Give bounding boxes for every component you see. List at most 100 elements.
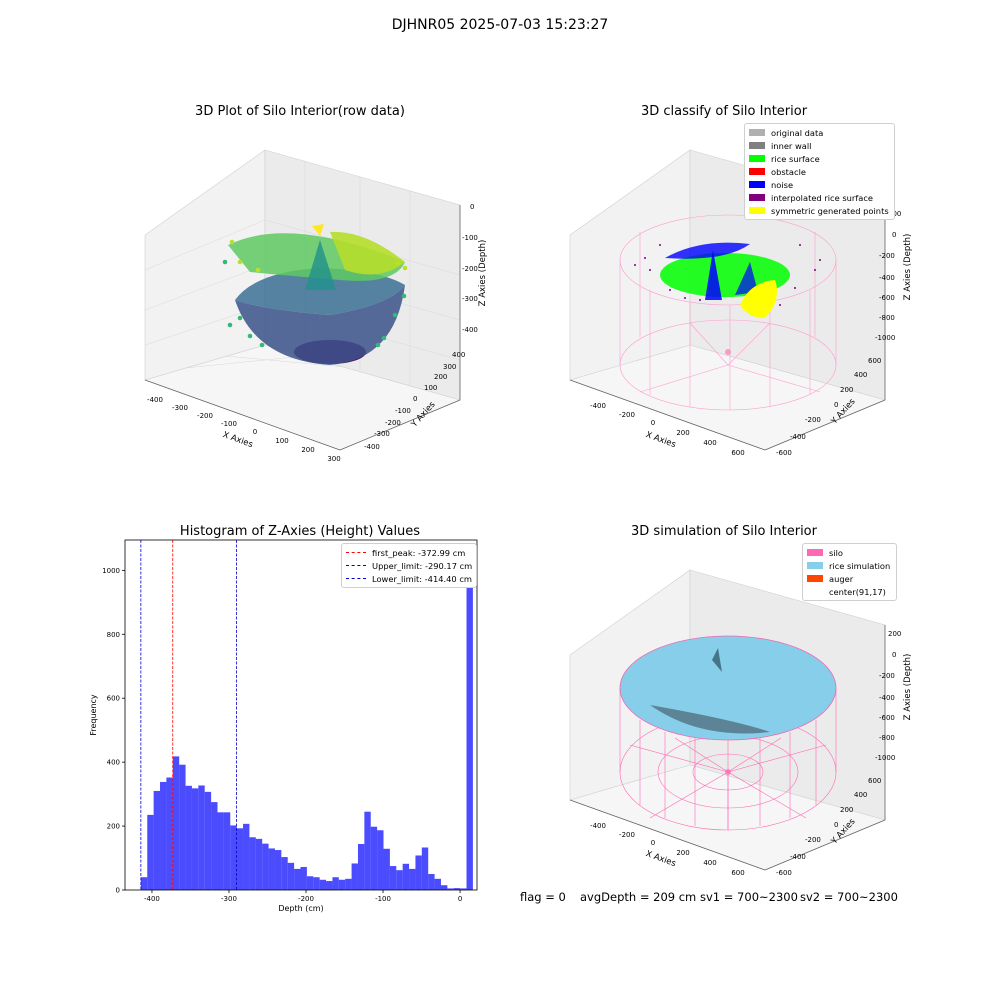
panel1-y-tick: 300 (443, 363, 456, 371)
legend-line (346, 552, 366, 553)
panel2-x-tick: 600 (731, 449, 744, 457)
panel2-z-tick: 0 (892, 231, 896, 239)
panel1-title: 3D Plot of Silo Interior(row data) (195, 104, 405, 119)
legend-entry: noise (749, 178, 890, 191)
histogram-bar (262, 843, 269, 890)
histogram-x-label: Depth (cm) (278, 904, 323, 913)
panel4-x-tick: -200 (619, 831, 635, 839)
panel2-x-tick: 200 (676, 429, 689, 437)
panel4-y-tick: -400 (790, 853, 806, 861)
histogram-bar (447, 888, 454, 890)
panel2-z-tick: -200 (879, 252, 895, 260)
legend-swatch (749, 168, 765, 175)
legend-label: symmetric generated points (771, 205, 889, 216)
panel2-z-label: Z Axies (Depth) (903, 234, 913, 301)
panel4-x-tick: 600 (731, 869, 744, 877)
panel1-x-ticks: -400 -300 -200 -100 0 100 200 300 (147, 396, 341, 463)
panel1-z-label: Z Axies (Depth) (478, 240, 488, 307)
panel2-title: 3D classify of Silo Interior (640, 104, 808, 119)
histogram-bar (281, 857, 288, 890)
histogram-bar (434, 878, 441, 890)
panel1-x-tick: 100 (275, 437, 288, 445)
panel1-y-tick: 0 (413, 395, 417, 403)
histogram-bar (274, 850, 282, 890)
panel4-z-label: Z Axies (Depth) (903, 654, 913, 721)
histogram-y-ticks: 0 200 400 600 800 1000 (102, 567, 125, 895)
legend-line (346, 578, 366, 579)
legend-swatch (807, 562, 823, 569)
histogram-bar (294, 868, 301, 890)
legend-entry: inner wall (749, 139, 890, 152)
histogram-bar (243, 823, 250, 890)
legend-swatch (749, 142, 765, 149)
histogram-bar (326, 881, 333, 890)
panel2-3d-scatter: -400 -200 0 200 400 600 X Axies 600 400 … (569, 149, 913, 457)
histogram-bar (313, 877, 320, 890)
legend-swatch (749, 129, 765, 136)
histogram-bar (140, 877, 148, 890)
legend-swatch (807, 575, 823, 582)
panel2-y-tick: 0 (834, 401, 838, 409)
panel1-y-tick: -300 (374, 430, 390, 438)
panel4-x-label: X Axies (644, 849, 677, 869)
figure-title: DJHNR05 2025-07-03 15:23:27 (391, 17, 609, 33)
histogram-y-tick-label: 0 (116, 887, 120, 895)
histogram-x-ticks: -400 -300 -200 -100 0 (144, 890, 462, 903)
histogram-bar (377, 830, 384, 890)
histogram-bar (160, 781, 167, 890)
panel1-z-tick: -200 (462, 265, 478, 273)
panel4-z-ticks: 200 0 -200 -400 -600 -800 -1000 (875, 630, 901, 762)
panel4-z-tick: -400 (879, 694, 895, 702)
histogram-bars (140, 557, 473, 890)
histogram-x-tick-label: -200 (298, 895, 314, 903)
legend-label: first_peak: -372.99 cm (372, 547, 466, 558)
histogram-bar (389, 866, 397, 890)
status-sv2: sv2 = 700~2300 (800, 890, 898, 904)
panel2-z-tick: -1000 (875, 334, 895, 342)
panel4-z-tick: -1000 (875, 754, 895, 762)
panel2-y-tick: -200 (805, 416, 821, 424)
panel4-y-tick: 600 (868, 777, 881, 785)
histogram-title: Histogram of Z-Axies (Height) Values (179, 524, 421, 539)
panel4-silo-wireframe (619, 688, 837, 831)
panel1-z-tick: 0 (470, 203, 474, 211)
histogram-bar (453, 888, 461, 890)
histogram-y-label: Frequency (89, 694, 98, 736)
panel4-z-tick: -600 (879, 714, 895, 722)
legend-label: obstacle (771, 166, 806, 177)
panel2-x-tick: -400 (590, 402, 606, 410)
histogram-bar (370, 826, 378, 890)
histogram-bar (179, 764, 186, 890)
legend-entry: rice simulation (807, 559, 892, 572)
legend-entry: first_peak: -372.99 cm (346, 546, 472, 559)
panel1-y-tick: -100 (395, 407, 411, 415)
panel4-3d-surface: -400 -200 0 200 400 600 X Axies 600 400 … (569, 569, 913, 877)
panel4-x-tick: 200 (676, 849, 689, 857)
histogram-bar (421, 847, 429, 890)
panel1-y-tick: -400 (364, 443, 380, 451)
panel2-y-tick: -600 (776, 449, 792, 457)
histogram-bar (172, 756, 180, 890)
panel1-y-tick: -200 (385, 419, 401, 427)
legend-label: silo (829, 547, 844, 558)
panel1-y-tick: 200 (434, 373, 447, 381)
legend-label: center(91,17) (829, 586, 886, 597)
panel1-x-tick: 0 (253, 428, 257, 436)
histogram-y-tick-label: 200 (107, 823, 120, 831)
legend-label: Upper_limit: -290.17 cm (372, 560, 473, 571)
histogram-bar (428, 874, 435, 890)
histogram-bar (319, 879, 327, 890)
panel2-silo-wireframe (619, 214, 837, 411)
histogram-bar (332, 877, 339, 890)
histogram-bar (383, 848, 390, 890)
panel4-z-tick: 200 (888, 630, 901, 638)
histogram-bar (223, 812, 231, 890)
legend-entry: rice surface (749, 152, 890, 165)
panel2-z-tick: -600 (879, 294, 895, 302)
panel1-y-tick: 100 (424, 384, 437, 392)
legend-label: Lower_limit: -414.40 cm (372, 573, 472, 584)
legend-swatch (749, 181, 765, 188)
panel4-z-tick: 0 (892, 651, 896, 659)
histogram-x-tick-label: -300 (221, 895, 237, 903)
legend-swatch (749, 155, 765, 162)
